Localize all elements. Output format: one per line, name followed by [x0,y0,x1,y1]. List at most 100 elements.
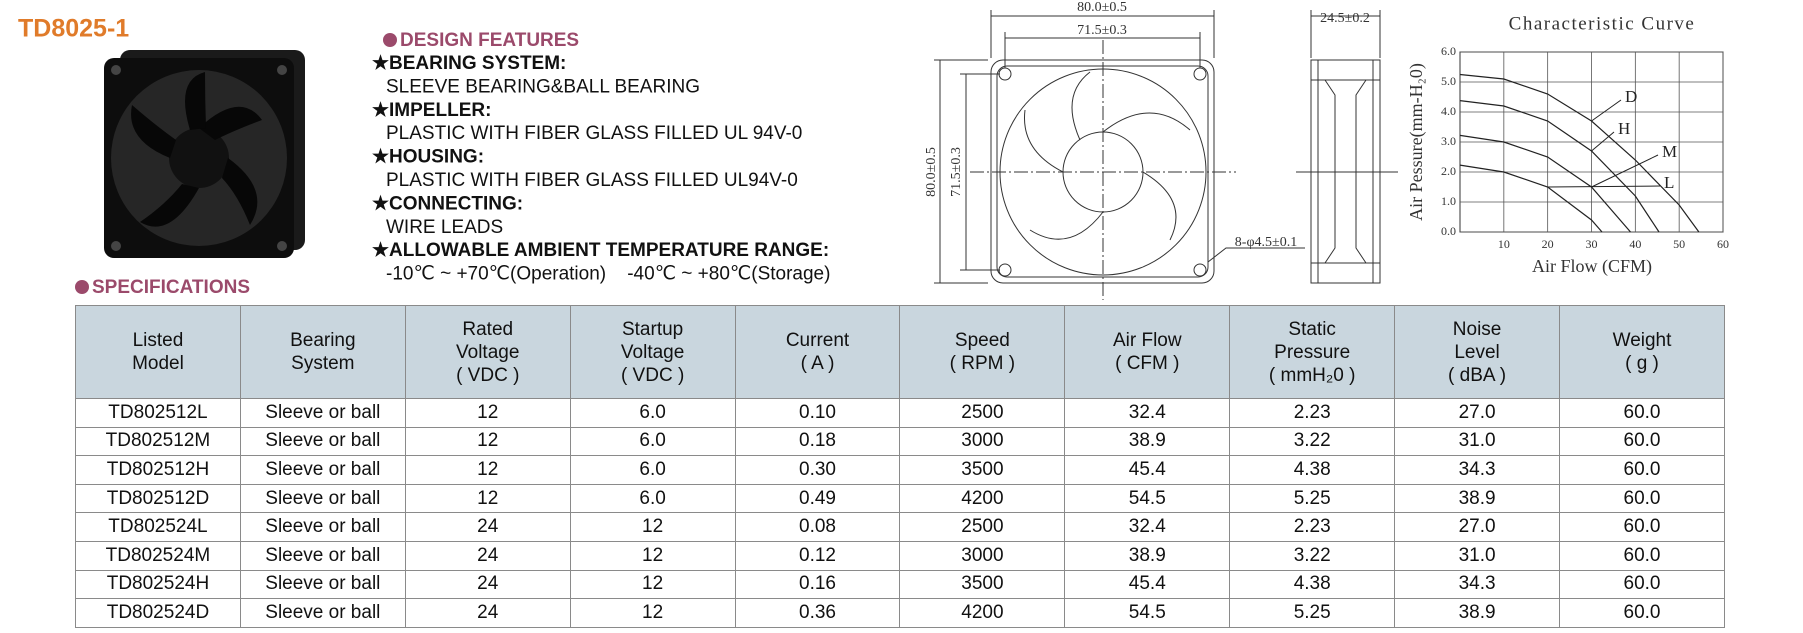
table-cell: 60.0 [1559,426,1725,457]
curve-line [1459,134,1631,233]
curve-title: Characteristic Curve [1509,13,1696,34]
table-cell: 4200 [899,598,1066,628]
table-cell: 38.9 [1394,598,1561,628]
table-row: TD802512L Sleeve or ball 12 6.0 0.10 2500 32.4… [75,398,1725,428]
table-cell: 34.3 [1394,455,1561,485]
table-cell: 38.9 [1064,540,1231,571]
table-cell: 54.5 [1064,598,1231,628]
table-cell: 54.5 [1064,483,1231,514]
column-header: Speed ( RPM ) [899,305,1066,399]
table-cell: 12 [569,540,736,571]
y-tick-label: 4.0 [1441,104,1456,118]
curve-line [1459,100,1660,233]
table-cell: 4.38 [1229,569,1396,600]
feature-heading: ★ALLOWABLE AMBIENT TEMPERATURE RANGE: [372,240,829,261]
table-cell: 5.25 [1229,598,1396,628]
table-cell: Sleeve or ball [239,598,406,628]
table-cell: 12 [569,598,736,628]
table-cell: 38.9 [1064,426,1231,457]
table-cell: 60.0 [1559,598,1725,628]
leader-line [1591,154,1659,188]
feature-list: ★BEARING SYSTEM:SLEEVE BEARING&BALL BEAR… [372,53,830,285]
table-cell: Sleeve or ball [239,569,406,600]
table-cell: TD802524H [75,569,241,600]
characteristic-curve: 10 20 30 40 50 60 0.0 1.0 2.0 3.0 4.0 5.0 6.0 DH ML [1441,44,1729,251]
table-cell: 27.0 [1394,512,1561,542]
table-cell: 0.10 [734,398,901,428]
feature-text: PLASTIC WITH FIBER GLASS FILLED UL 94V-0 [386,123,802,144]
curve-label: H [1618,119,1630,138]
table-cell: 12 [404,426,571,457]
table-cell: 60.0 [1559,569,1725,600]
column-header: Air Flow ( CFM ) [1064,305,1231,399]
table-cell: 2.23 [1229,398,1396,428]
top-area: TD8025-1 DESIGN FEATURES ★BEARING SYSTEM… [18,0,1729,300]
table-cell: 0.36 [734,598,901,628]
table-cell: Sleeve or ball [239,398,406,428]
table-cell: 0.30 [734,455,901,485]
column-header: Listed Model [75,305,241,399]
y-tick-label: 2.0 [1441,164,1456,178]
table-cell: Sleeve or ball [239,455,406,485]
table-cell: 6.0 [569,398,736,428]
table-cell: 60.0 [1559,540,1725,571]
y-tick-label: 5.0 [1441,74,1456,88]
table-cell: 2.23 [1229,512,1396,542]
table-cell: Sleeve or ball [239,540,406,571]
table-cell: 24 [404,512,571,542]
table-row: TD802524D Sleeve or ball 24 12 0.36 4200 54.5 5… [75,598,1725,628]
feature-text: SLEEVE BEARING&BALL BEARING [386,76,700,97]
x-tick-label: 60 [1717,237,1729,251]
table-cell: TD802512D [75,483,241,514]
table-cell: 31.0 [1394,540,1561,571]
column-header: Static Pressure ( mmH₂0 ) [1229,305,1396,399]
curve-label: L [1664,173,1674,192]
table-cell: 6.0 [569,455,736,485]
feature-text: -10℃ ~ +70℃(Operation) -40℃ ~ +80℃(Stora… [386,264,830,285]
table-cell: TD802524D [75,598,241,628]
dimension-label: 71.5±0.3 [949,147,964,197]
curve-line [1459,164,1603,233]
spec-table: Listed Model Bearing System Rated Voltage … [75,305,1725,628]
column-header: Bearing System [239,305,406,399]
table-row: TD802524H Sleeve or ball 24 12 0.16 3500 45.4 4… [75,569,1725,600]
bullet [383,33,397,47]
column-header: Rated Voltage ( VDC ) [404,305,571,399]
table-cell: 5.25 [1229,483,1396,514]
table-cell: 31.0 [1394,426,1561,457]
y-tick-label: 6.0 [1441,44,1456,58]
table-cell: 0.08 [734,512,901,542]
table-cell: 34.3 [1394,569,1561,600]
table-cell: 3000 [899,540,1066,571]
y-axis-title: Air Pessure(mm-H₂0) [1406,63,1427,221]
dimension-label: 8-φ4.5±0.1 [1235,235,1297,250]
table-cell: 6.0 [569,483,736,514]
feature-heading: ★CONNECTING: [372,193,523,214]
table-cell: Sleeve or ball [239,426,406,457]
table-cell: 60.0 [1559,398,1725,428]
table-cell: 60.0 [1559,455,1725,485]
y-tick-label: 3.0 [1441,134,1456,148]
table-cell: TD802524M [75,540,241,571]
table-cell: 3.22 [1229,540,1396,571]
table-cell: 12 [569,512,736,542]
table-cell: 32.4 [1064,398,1231,428]
table-cell: 27.0 [1394,398,1561,428]
y-tick-label: 0.0 [1441,224,1456,238]
table-cell: 12 [569,569,736,600]
section-heading: DESIGN FEATURES [400,30,579,51]
table-row: TD802524L Sleeve or ball 24 12 0.08 2500 32.4 2… [75,512,1725,542]
table-row: TD802524M Sleeve or ball 24 12 0.12 3000 38.9 3… [75,540,1725,571]
table-cell: 12 [404,398,571,428]
table-cell: 24 [404,569,571,600]
table-cell: 32.4 [1064,512,1231,542]
table-cell: 45.4 [1064,569,1231,600]
feature-heading: ★BEARING SYSTEM: [372,53,566,74]
table-cell: 45.4 [1064,455,1231,485]
feature-heading: ★HOUSING: [372,147,484,168]
table-row: TD802512M Sleeve or ball 12 6.0 0.18 3000 38.9… [75,426,1725,457]
table-row: TD802512D Sleeve or ball 12 6.0 0.49 4200 54.5… [75,483,1725,514]
x-tick-label: 20 [1542,237,1554,251]
bullet [75,280,89,294]
table-cell: 3500 [899,569,1066,600]
